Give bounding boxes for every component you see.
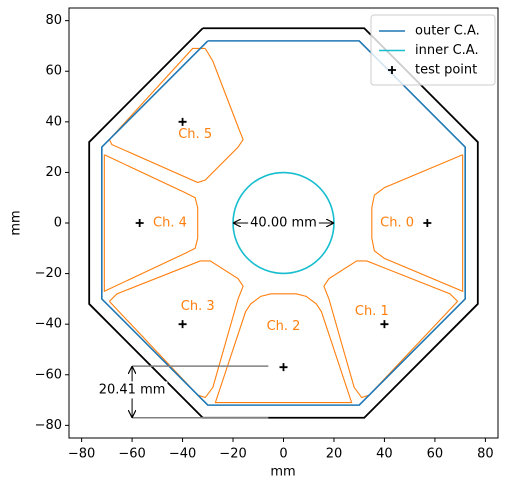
x-tick-label: −20 <box>219 447 246 462</box>
legend-marker <box>388 66 396 74</box>
test-point <box>380 320 389 329</box>
annotation-label: 20.41 mm <box>99 382 166 397</box>
y-tick-label: 80 <box>45 13 62 28</box>
legend-label: outer C.A. <box>415 24 480 39</box>
y-tick-label: −20 <box>35 266 62 281</box>
legend-label: test point <box>415 63 477 78</box>
x-tick-label: 20 <box>326 447 343 462</box>
x-tick-label: 80 <box>477 447 494 462</box>
channel-label: Ch. 0 <box>380 216 414 231</box>
channel-label: Ch. 3 <box>181 299 215 314</box>
test-point <box>178 320 187 329</box>
x-axis-label: mm <box>270 465 295 480</box>
test-point <box>135 219 144 227</box>
y-tick-label: 40 <box>45 114 62 129</box>
x-tick-label: 40 <box>376 447 393 462</box>
x-tick-label: 60 <box>427 447 444 462</box>
annotation-background <box>248 214 319 232</box>
legend-box <box>370 14 496 86</box>
channel-label: Ch. 1 <box>355 304 389 319</box>
legend-label: inner C.A. <box>415 43 479 58</box>
channel-outline <box>108 260 244 399</box>
channel-outline <box>323 260 459 399</box>
y-tick-label: −60 <box>35 367 62 382</box>
y-tick-label: 20 <box>45 165 62 180</box>
plot-frame <box>68 7 499 439</box>
x-tick-label: −80 <box>68 447 95 462</box>
annotation-background <box>96 381 168 399</box>
y-tick-label: 0 <box>54 216 62 231</box>
channel-label: Ch. 5 <box>178 127 212 142</box>
channel-outline <box>214 293 353 404</box>
x-tick-label: 0 <box>279 447 287 462</box>
test-point <box>423 219 432 227</box>
y-tick-label: 60 <box>45 64 62 79</box>
channel-outline <box>371 154 464 293</box>
y-tick-label: −80 <box>35 418 62 433</box>
channel-outline <box>108 47 244 184</box>
annotation-label: 40.00 mm <box>250 216 317 231</box>
channel-outline <box>103 154 199 293</box>
y-tick-label: −40 <box>35 317 62 332</box>
test-point <box>279 363 288 372</box>
channel-label: Ch. 4 <box>153 216 187 231</box>
channel-label: Ch. 2 <box>267 319 301 334</box>
x-tick-label: −40 <box>169 447 196 462</box>
test-point <box>178 117 187 126</box>
x-tick-label: −60 <box>118 447 145 462</box>
y-axis-label: mm <box>9 210 24 235</box>
